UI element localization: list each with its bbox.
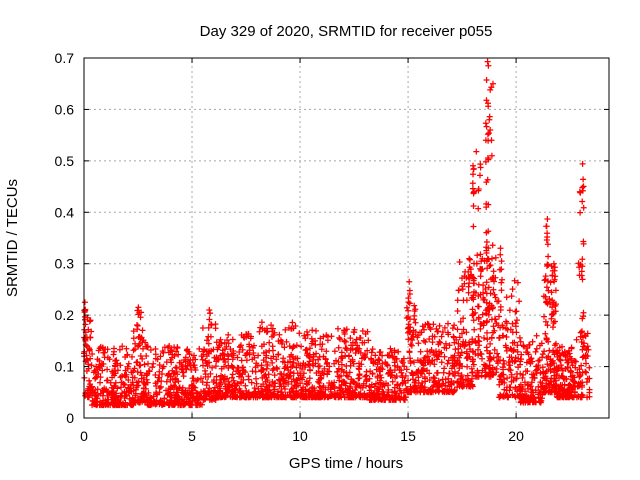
x-tick-labels: 0 5 10 15 20: [80, 428, 524, 444]
y-tick-label: 0.4: [55, 204, 75, 220]
y-tick-label: 0.1: [55, 359, 75, 375]
y-tick-label: 0.3: [55, 256, 75, 272]
y-tick-label: 0.7: [55, 50, 75, 66]
x-tick-label: 15: [400, 428, 416, 444]
scatter-markers: [81, 58, 593, 409]
border-rect: [83, 57, 610, 419]
y-axis-label: SRMTID / TECUs: [4, 179, 21, 297]
y-tick-label: 0.6: [55, 101, 75, 117]
chart-title: Day 329 of 2020, SRMTID for receiver p05…: [200, 23, 493, 40]
x-tick-label: 5: [188, 428, 196, 444]
axis-ticks: [83, 57, 609, 419]
y-tick-labels: 0 0.1 0.2 0.3 0.4 0.5 0.6 0.7: [55, 50, 75, 426]
y-tick-label: 0.2: [55, 307, 75, 323]
x-axis-label: GPS time / hours: [289, 455, 403, 472]
x-tick-label: 20: [508, 428, 524, 444]
y-tick-label: 0.5: [55, 153, 75, 169]
x-tick-label: 0: [80, 428, 88, 444]
plot-border: [83, 57, 610, 419]
y-tick-label: 0: [66, 410, 74, 426]
data-points: [81, 58, 593, 409]
x-tick-label: 10: [292, 428, 308, 444]
